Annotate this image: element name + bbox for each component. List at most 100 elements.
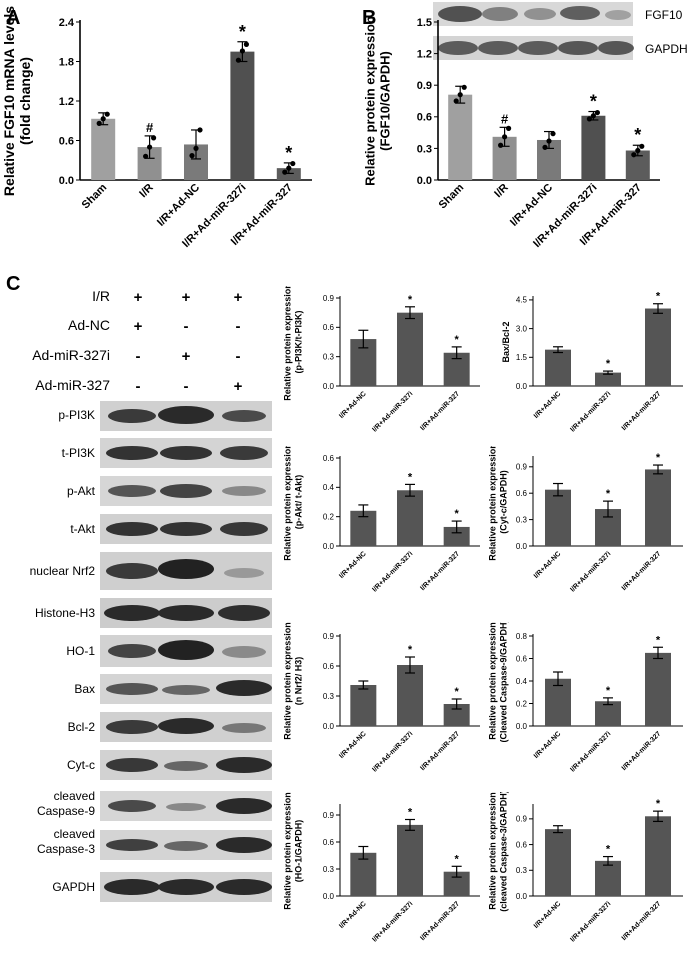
y-tick-label: 1.2 (59, 96, 74, 108)
panel-label-a: A (6, 7, 20, 29)
x-tick-label: I/R+Ad-NC (508, 182, 555, 229)
band (224, 568, 264, 578)
band (158, 559, 214, 579)
y-tick-label: 0.8 (516, 632, 528, 641)
x-tick-label: I/R (137, 182, 155, 200)
significance-marker: * (606, 358, 611, 370)
x-tick-label: I/R+Ad-NC (338, 730, 368, 760)
band (160, 446, 212, 460)
bar (448, 94, 473, 180)
blot-c-rows: p-PI3K t-PI3K p-Akt t-Akt nuclear Nrf2 (30, 401, 272, 902)
x-tick-label: I/R+Ad-miR-327i (569, 730, 612, 773)
y-tick-label: 1.5 (417, 17, 432, 29)
y-tick-label: 2.4 (59, 17, 75, 29)
y-tick-label: 0.2 (323, 512, 335, 521)
y-axis-label: (n Nrf2/ H3) (294, 657, 304, 706)
band (104, 605, 160, 621)
band (160, 522, 212, 536)
blot-row-label: cleaved (54, 789, 95, 803)
x-tick-label: I/R+Ad-miR-327i (371, 730, 414, 773)
x-tick-label: I/R+Ad-miR-327i (371, 390, 414, 433)
blot-row-label: Caspase-3 (37, 842, 95, 856)
y-tick-label: 0.3 (323, 352, 335, 361)
band (220, 446, 268, 460)
band (108, 485, 156, 497)
blot-row-label: GAPDH (52, 880, 95, 894)
data-point (143, 153, 149, 159)
y-tick-label: 0.3 (417, 143, 432, 155)
band (106, 522, 158, 536)
x-tick-label: I/R+Ad-miR-327 (621, 730, 663, 772)
bar (350, 685, 377, 726)
band (164, 761, 208, 771)
chart-cytc: 0.0 0.3 0.6 0.9 Relative protein expression(… (488, 446, 683, 594)
x-tick-label: I/R+Ad-miR-327 (419, 900, 461, 942)
bar (645, 816, 671, 896)
y-tick-label: 0.0 (323, 892, 335, 901)
x-tick-label: I/R+Ad-NC (155, 182, 202, 229)
data-point (193, 145, 199, 151)
blot-row-label: Bcl-2 (68, 720, 96, 734)
condition-mark: - (184, 378, 189, 395)
significance-marker: * (656, 634, 661, 646)
y-axis-label: Relative protein expression (363, 16, 378, 186)
y-axis-label: Relative protein expression (283, 446, 293, 561)
condition-mark: + (182, 289, 191, 306)
band (106, 758, 158, 772)
chart-akt: 0.0 0.2 0.4 0.6 Relative protein expression(… (283, 446, 480, 594)
bar (595, 701, 621, 726)
bar (397, 490, 423, 546)
x-tick-label: I/R+Ad-miR-327 (419, 550, 461, 592)
data-point (542, 144, 548, 150)
bar (581, 115, 606, 180)
band (438, 41, 478, 55)
band (438, 6, 482, 22)
data-point (189, 153, 195, 159)
y-tick-label: 0.0 (516, 542, 528, 551)
condition-mark: - (236, 318, 241, 335)
y-tick-label: 0.0 (417, 175, 432, 187)
data-point (197, 127, 203, 133)
significance-marker: * (408, 471, 413, 483)
band (222, 723, 266, 733)
band (158, 879, 214, 895)
significance-marker: * (606, 685, 611, 697)
data-point (282, 169, 288, 175)
x-tick-label: I/R+Ad-NC (533, 550, 563, 580)
blot-b-label-fgf10: FGF10 (645, 8, 683, 22)
significance-marker: * (656, 798, 661, 810)
y-tick-label: 0.9 (516, 815, 528, 824)
x-tick-label: I/R+Ad-NC (533, 730, 563, 760)
condition-label: Ad-NC (68, 317, 110, 333)
bar (397, 824, 423, 896)
data-point (594, 109, 600, 116)
blot-row-label: p-PI3K (58, 408, 95, 422)
significance-marker: # (501, 111, 509, 126)
y-tick-label: 0.9 (323, 294, 335, 303)
data-point (286, 165, 292, 171)
data-point (546, 138, 552, 144)
data-point (239, 48, 245, 54)
significance-marker: * (408, 807, 413, 819)
band (598, 41, 634, 55)
condition-mark: - (136, 378, 141, 395)
bar (545, 829, 571, 896)
condition-mark: + (234, 289, 243, 306)
condition-mark: + (182, 348, 191, 365)
y-axis-label: (cleaved Caspase-3/GAPDH) (499, 792, 509, 912)
band (605, 10, 631, 20)
y-axis-label: Relative FGF10 mRNA levels (1, 6, 17, 196)
significance-marker: * (656, 452, 661, 464)
significance-marker: * (239, 22, 246, 42)
y-axis-label: Relative protein expression (488, 792, 498, 910)
blot-b: FGF10 GAPDH (433, 2, 688, 60)
band (104, 879, 160, 895)
y-axis-label: Relative protein expression (283, 792, 293, 910)
blot-row-label: Histone-H3 (35, 606, 95, 620)
condition-mark: + (134, 318, 143, 335)
y-tick-label: 0.6 (323, 454, 335, 463)
bar (443, 526, 470, 546)
blot-row-label: p-Akt (67, 484, 96, 498)
data-point (502, 134, 508, 140)
